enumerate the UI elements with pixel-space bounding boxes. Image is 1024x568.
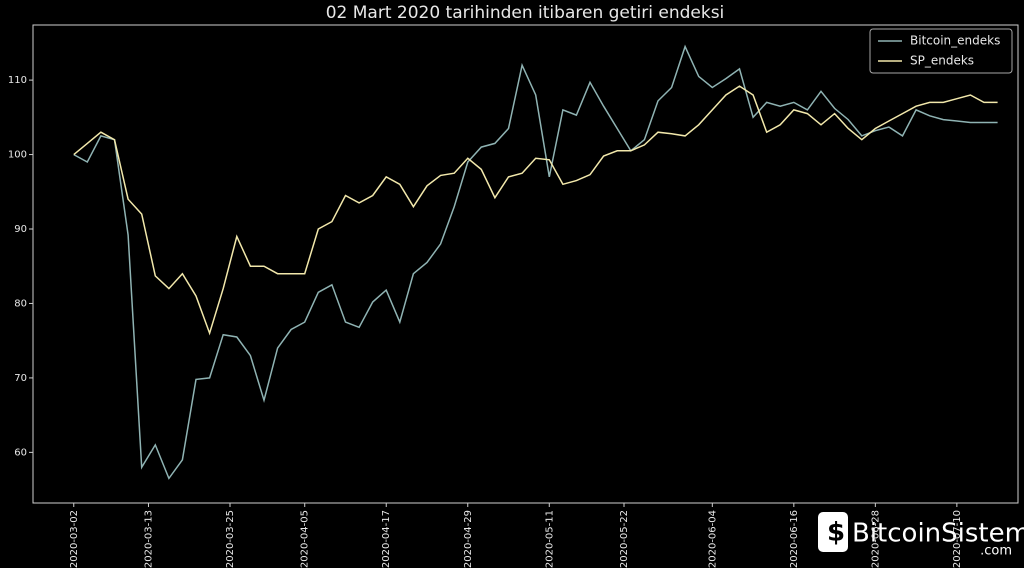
x-tick-label: 2020-05-22 bbox=[619, 510, 630, 568]
watermark-icon bbox=[818, 512, 848, 552]
legend-box bbox=[869, 28, 1013, 74]
line-series bbox=[73, 85, 998, 336]
x-tick-label: 2020-05-11 bbox=[544, 510, 555, 568]
y-tick-label: 100 bbox=[8, 150, 27, 161]
x-tick-label: 2020-06-16 bbox=[789, 510, 800, 568]
y-tick-label: 70 bbox=[14, 373, 27, 384]
x-tick-label: 2020-03-25 bbox=[225, 510, 236, 568]
x-tick-label: 2020-04-17 bbox=[381, 510, 392, 568]
y-tick-label: 90 bbox=[14, 224, 27, 235]
y-tick-label: 80 bbox=[14, 298, 27, 309]
x-tick-label: 2020-06-28 bbox=[870, 510, 881, 568]
x-tick-label: 2020-07-10 bbox=[952, 510, 963, 568]
x-tick-label: 2020-06-04 bbox=[707, 510, 718, 568]
plot-frame bbox=[32, 24, 1019, 504]
x-tick-label: 2020-04-29 bbox=[463, 510, 474, 568]
x-tick-label: 2020-04-05 bbox=[300, 510, 311, 568]
y-tick-label: 110 bbox=[8, 75, 27, 86]
watermark-icon-glyph: $ bbox=[827, 518, 845, 548]
line-series bbox=[73, 44, 998, 480]
chart-title: 02 Mart 2020 tarihinden itibaren getiri … bbox=[326, 3, 725, 23]
watermark-suffix: .com bbox=[980, 544, 1012, 559]
x-tick-label: 2020-03-13 bbox=[143, 510, 154, 568]
watermark: $ BitcoinSistemi .com bbox=[818, 512, 1024, 559]
x-tick-label: 2020-03-02 bbox=[69, 510, 80, 568]
legend-label: SP_endeks bbox=[910, 54, 974, 68]
legend-label: Bitcoin_endeks bbox=[910, 34, 1000, 48]
watermark-name: BitcoinSistemi bbox=[852, 519, 1024, 549]
y-tick-label: 60 bbox=[14, 447, 27, 458]
